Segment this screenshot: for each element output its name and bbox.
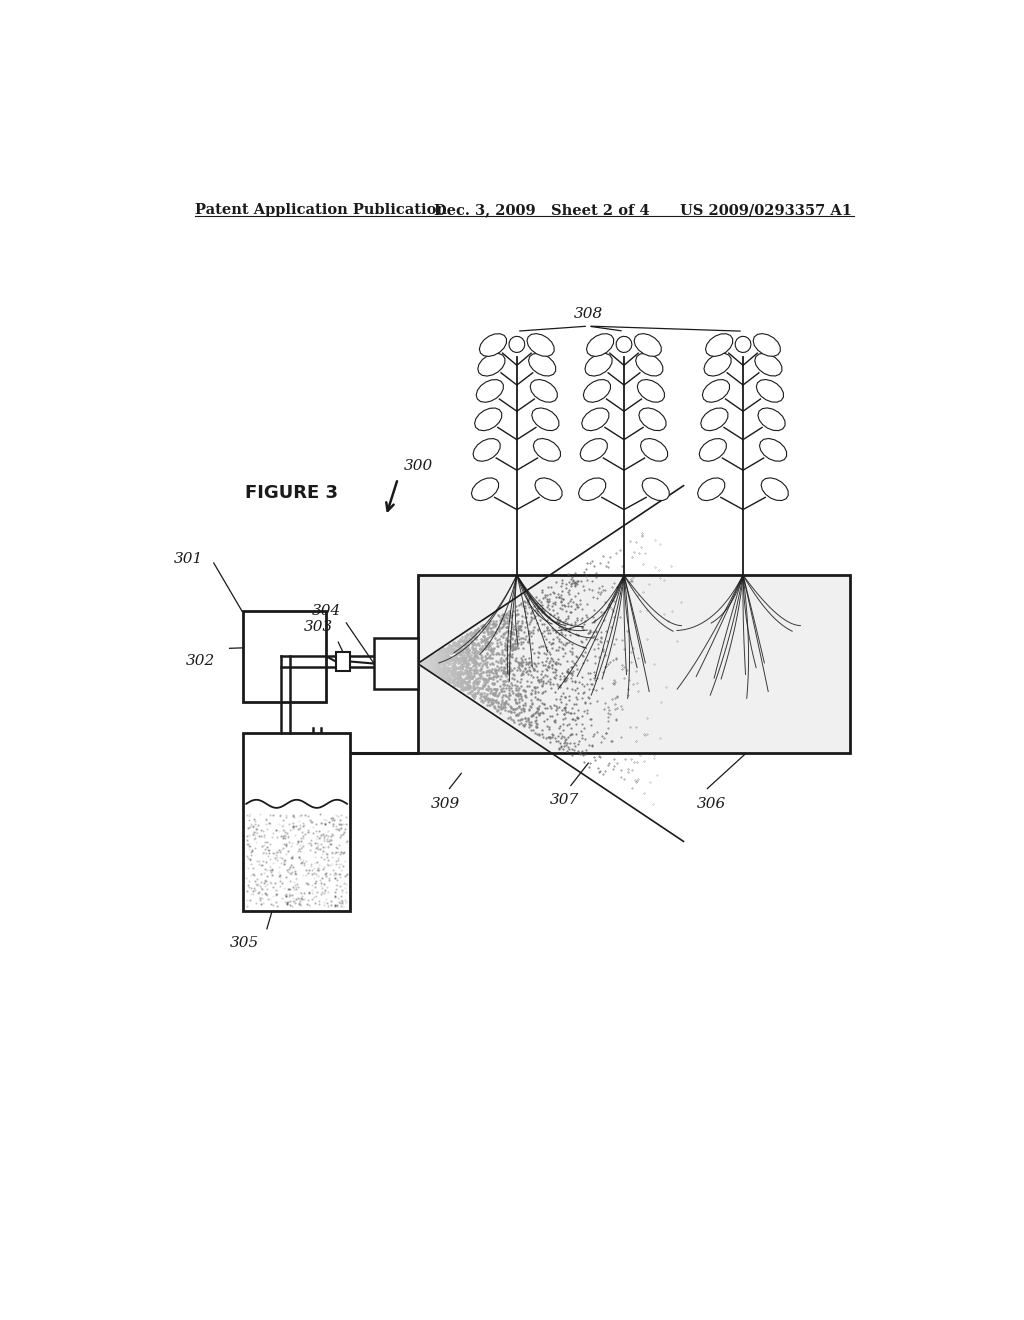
Polygon shape [474, 408, 502, 430]
Polygon shape [579, 478, 605, 500]
Text: 306: 306 [696, 797, 726, 810]
Polygon shape [757, 380, 783, 403]
Polygon shape [760, 438, 786, 461]
Text: 302: 302 [186, 655, 215, 668]
Polygon shape [758, 408, 785, 430]
Polygon shape [634, 334, 662, 356]
Polygon shape [479, 334, 507, 356]
Polygon shape [476, 380, 504, 403]
Text: Dec. 3, 2009   Sheet 2 of 4: Dec. 3, 2009 Sheet 2 of 4 [433, 203, 649, 216]
Polygon shape [527, 334, 554, 356]
Polygon shape [584, 380, 610, 403]
Text: 305: 305 [229, 936, 259, 950]
Polygon shape [530, 380, 557, 403]
Text: US 2009/0293357 A1: US 2009/0293357 A1 [680, 203, 852, 216]
Text: 308: 308 [573, 308, 603, 321]
Polygon shape [616, 337, 632, 352]
Polygon shape [703, 354, 731, 376]
Text: 301: 301 [174, 552, 204, 566]
Polygon shape [582, 408, 609, 430]
Polygon shape [531, 408, 559, 430]
Polygon shape [761, 478, 788, 500]
Polygon shape [699, 438, 726, 461]
Polygon shape [473, 438, 500, 461]
Polygon shape [735, 337, 751, 352]
Polygon shape [581, 438, 607, 461]
Polygon shape [700, 408, 728, 430]
Polygon shape [636, 354, 663, 376]
Text: 304: 304 [311, 603, 341, 618]
Bar [243, 733, 350, 911]
Polygon shape [754, 334, 780, 356]
Polygon shape [585, 354, 612, 376]
Text: 303: 303 [303, 620, 333, 634]
Polygon shape [478, 354, 505, 376]
Polygon shape [509, 337, 524, 352]
Polygon shape [697, 478, 725, 500]
Polygon shape [535, 478, 562, 500]
Text: 300: 300 [404, 459, 433, 474]
Text: FIGURE 3: FIGURE 3 [246, 483, 339, 502]
Text: 307: 307 [550, 792, 580, 807]
Bar [336, 652, 350, 671]
Text: 309: 309 [431, 797, 460, 810]
Polygon shape [640, 438, 668, 461]
Bar [243, 611, 327, 702]
Polygon shape [528, 354, 556, 376]
Text: Patent Application Publication: Patent Application Publication [196, 203, 447, 216]
Polygon shape [642, 478, 669, 500]
Polygon shape [706, 334, 732, 356]
Polygon shape [702, 380, 729, 403]
Bar [374, 638, 418, 689]
Polygon shape [471, 478, 499, 500]
Polygon shape [534, 438, 560, 461]
Polygon shape [639, 408, 666, 430]
Polygon shape [755, 354, 782, 376]
Bar [418, 576, 850, 752]
Polygon shape [637, 380, 665, 403]
Polygon shape [587, 334, 613, 356]
